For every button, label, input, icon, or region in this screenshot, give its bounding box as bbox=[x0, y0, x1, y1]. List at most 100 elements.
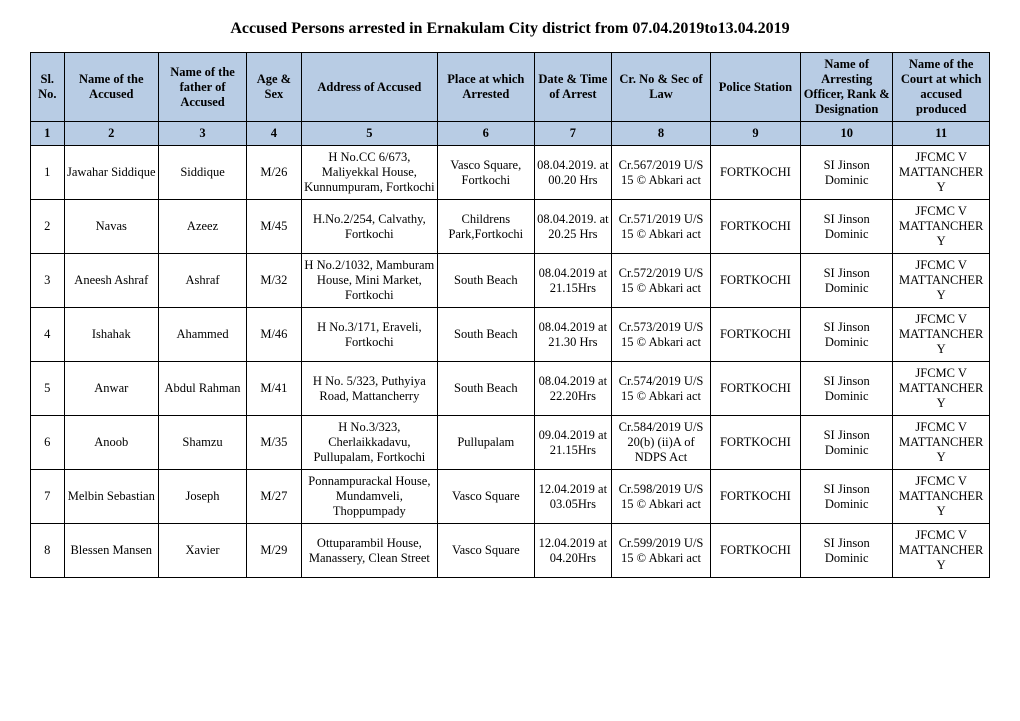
cell-father: Xavier bbox=[158, 524, 246, 578]
col-header-officer: Name of Arresting Officer, Rank & Design… bbox=[801, 53, 893, 122]
cell-addr: Ottuparambil House, Manassery, Clean Str… bbox=[301, 524, 437, 578]
cell-name: Jawahar Siddique bbox=[64, 146, 158, 200]
table-row: 8Blessen MansenXavierM/29Ottuparambil Ho… bbox=[31, 524, 990, 578]
cell-sl: 8 bbox=[31, 524, 65, 578]
cell-addr: H No. 5/323, Puthyiya Road, Mattancherry bbox=[301, 362, 437, 416]
cell-name: Melbin Sebastian bbox=[64, 470, 158, 524]
cell-ps: FORTKOCHI bbox=[710, 146, 800, 200]
cell-crno: Cr.574/2019 U/S 15 © Abkari act bbox=[612, 362, 711, 416]
cell-sl: 4 bbox=[31, 308, 65, 362]
cell-court: JFCMC V MATTANCHERY bbox=[893, 308, 990, 362]
cell-age: M/26 bbox=[247, 146, 302, 200]
cell-age: M/45 bbox=[247, 200, 302, 254]
cell-off: SI Jinson Dominic bbox=[801, 416, 893, 470]
cell-crno: Cr.567/2019 U/S 15 © Abkari act bbox=[612, 146, 711, 200]
cell-sl: 5 bbox=[31, 362, 65, 416]
cell-ps: FORTKOCHI bbox=[710, 362, 800, 416]
cell-crno: Cr.599/2019 U/S 15 © Abkari act bbox=[612, 524, 711, 578]
cell-court: JFCMC V MATTANCHERY bbox=[893, 524, 990, 578]
cell-ps: FORTKOCHI bbox=[710, 416, 800, 470]
cell-addr: H No.3/171, Eraveli, Fortkochi bbox=[301, 308, 437, 362]
table-row: 3Aneesh AshrafAshrafM/32H No.2/1032, Mam… bbox=[31, 254, 990, 308]
header-row: Sl. No. Name of the Accused Name of the … bbox=[31, 53, 990, 122]
cell-crno: Cr.573/2019 U/S 15 © Abkari act bbox=[612, 308, 711, 362]
col-header-court: Name of the Court at which accused produ… bbox=[893, 53, 990, 122]
cell-dt: 12.04.2019 at 03.05Hrs bbox=[534, 470, 612, 524]
cell-court: JFCMC V MATTANCHERY bbox=[893, 362, 990, 416]
cell-off: SI Jinson Dominic bbox=[801, 470, 893, 524]
cell-court: JFCMC V MATTANCHERY bbox=[893, 416, 990, 470]
cell-sl: 2 bbox=[31, 200, 65, 254]
cell-addr: H No.CC 6/673, Maliyekkal House, Kunnump… bbox=[301, 146, 437, 200]
cell-dt: 08.04.2019 at 21.15Hrs bbox=[534, 254, 612, 308]
cell-court: JFCMC V MATTANCHERY bbox=[893, 470, 990, 524]
cell-off: SI Jinson Dominic bbox=[801, 146, 893, 200]
cell-court: JFCMC V MATTANCHERY bbox=[893, 146, 990, 200]
table-row: 4IshahakAhammedM/46H No.3/171, Eraveli, … bbox=[31, 308, 990, 362]
cell-dt: 08.04.2019 at 22.20Hrs bbox=[534, 362, 612, 416]
cell-father: Shamzu bbox=[158, 416, 246, 470]
cell-age: M/27 bbox=[247, 470, 302, 524]
cell-dt: 08.04.2019. at 00.20 Hrs bbox=[534, 146, 612, 200]
colnum-cell: 8 bbox=[612, 122, 711, 146]
cell-sl: 1 bbox=[31, 146, 65, 200]
cell-age: M/41 bbox=[247, 362, 302, 416]
col-header-name: Name of the Accused bbox=[64, 53, 158, 122]
cell-off: SI Jinson Dominic bbox=[801, 254, 893, 308]
table-row: 1Jawahar SiddiqueSiddiqueM/26H No.CC 6/6… bbox=[31, 146, 990, 200]
cell-dt: 08.04.2019. at 20.25 Hrs bbox=[534, 200, 612, 254]
cell-place: Vasco Square bbox=[438, 470, 535, 524]
cell-crno: Cr.584/2019 U/S 20(b) (ii)A of NDPS Act bbox=[612, 416, 711, 470]
colnum-cell: 9 bbox=[710, 122, 800, 146]
cell-off: SI Jinson Dominic bbox=[801, 524, 893, 578]
cell-place: South Beach bbox=[438, 308, 535, 362]
cell-age: M/32 bbox=[247, 254, 302, 308]
cell-name: Blessen Mansen bbox=[64, 524, 158, 578]
table-row: 5AnwarAbdul RahmanM/41H No. 5/323, Puthy… bbox=[31, 362, 990, 416]
cell-addr: H.No.2/254, Calvathy, Fortkochi bbox=[301, 200, 437, 254]
cell-father: Siddique bbox=[158, 146, 246, 200]
cell-crno: Cr.572/2019 U/S 15 © Abkari act bbox=[612, 254, 711, 308]
cell-father: Azeez bbox=[158, 200, 246, 254]
cell-addr: H No.2/1032, Mamburam House, Mini Market… bbox=[301, 254, 437, 308]
cell-name: Ishahak bbox=[64, 308, 158, 362]
cell-father: Ahammed bbox=[158, 308, 246, 362]
cell-crno: Cr.571/2019 U/S 15 © Abkari act bbox=[612, 200, 711, 254]
cell-father: Joseph bbox=[158, 470, 246, 524]
cell-name: Anoob bbox=[64, 416, 158, 470]
colnum-cell: 4 bbox=[247, 122, 302, 146]
colnum-cell: 10 bbox=[801, 122, 893, 146]
table-row: 6AnoobShamzuM/35H No.3/323, Cherlaikkada… bbox=[31, 416, 990, 470]
table-row: 7Melbin SebastianJosephM/27Ponnampuracka… bbox=[31, 470, 990, 524]
cell-place: Vasco Square bbox=[438, 524, 535, 578]
cell-place: South Beach bbox=[438, 254, 535, 308]
col-header-place: Place at which Arrested bbox=[438, 53, 535, 122]
cell-name: Aneesh Ashraf bbox=[64, 254, 158, 308]
col-header-sl: Sl. No. bbox=[31, 53, 65, 122]
page-title: Accused Persons arrested in Ernakulam Ci… bbox=[30, 20, 990, 38]
colnum-cell: 1 bbox=[31, 122, 65, 146]
colnum-cell: 6 bbox=[438, 122, 535, 146]
arrest-table: Sl. No. Name of the Accused Name of the … bbox=[30, 52, 990, 578]
colnum-cell: 2 bbox=[64, 122, 158, 146]
cell-age: M/46 bbox=[247, 308, 302, 362]
cell-ps: FORTKOCHI bbox=[710, 254, 800, 308]
cell-place: Childrens Park,Fortkochi bbox=[438, 200, 535, 254]
col-header-datetime: Date & Time of Arrest bbox=[534, 53, 612, 122]
cell-ps: FORTKOCHI bbox=[710, 308, 800, 362]
col-header-address: Address of Accused bbox=[301, 53, 437, 122]
col-header-ps: Police Station bbox=[710, 53, 800, 122]
cell-off: SI Jinson Dominic bbox=[801, 362, 893, 416]
cell-age: M/29 bbox=[247, 524, 302, 578]
cell-place: South Beach bbox=[438, 362, 535, 416]
cell-ps: FORTKOCHI bbox=[710, 470, 800, 524]
cell-dt: 09.04.2019 at 21.15Hrs bbox=[534, 416, 612, 470]
cell-ps: FORTKOCHI bbox=[710, 524, 800, 578]
col-header-crno: Cr. No & Sec of Law bbox=[612, 53, 711, 122]
colnum-cell: 5 bbox=[301, 122, 437, 146]
cell-ps: FORTKOCHI bbox=[710, 200, 800, 254]
cell-place: Vasco Square, Fortkochi bbox=[438, 146, 535, 200]
col-header-father: Name of the father of Accused bbox=[158, 53, 246, 122]
cell-name: Navas bbox=[64, 200, 158, 254]
colnum-cell: 11 bbox=[893, 122, 990, 146]
